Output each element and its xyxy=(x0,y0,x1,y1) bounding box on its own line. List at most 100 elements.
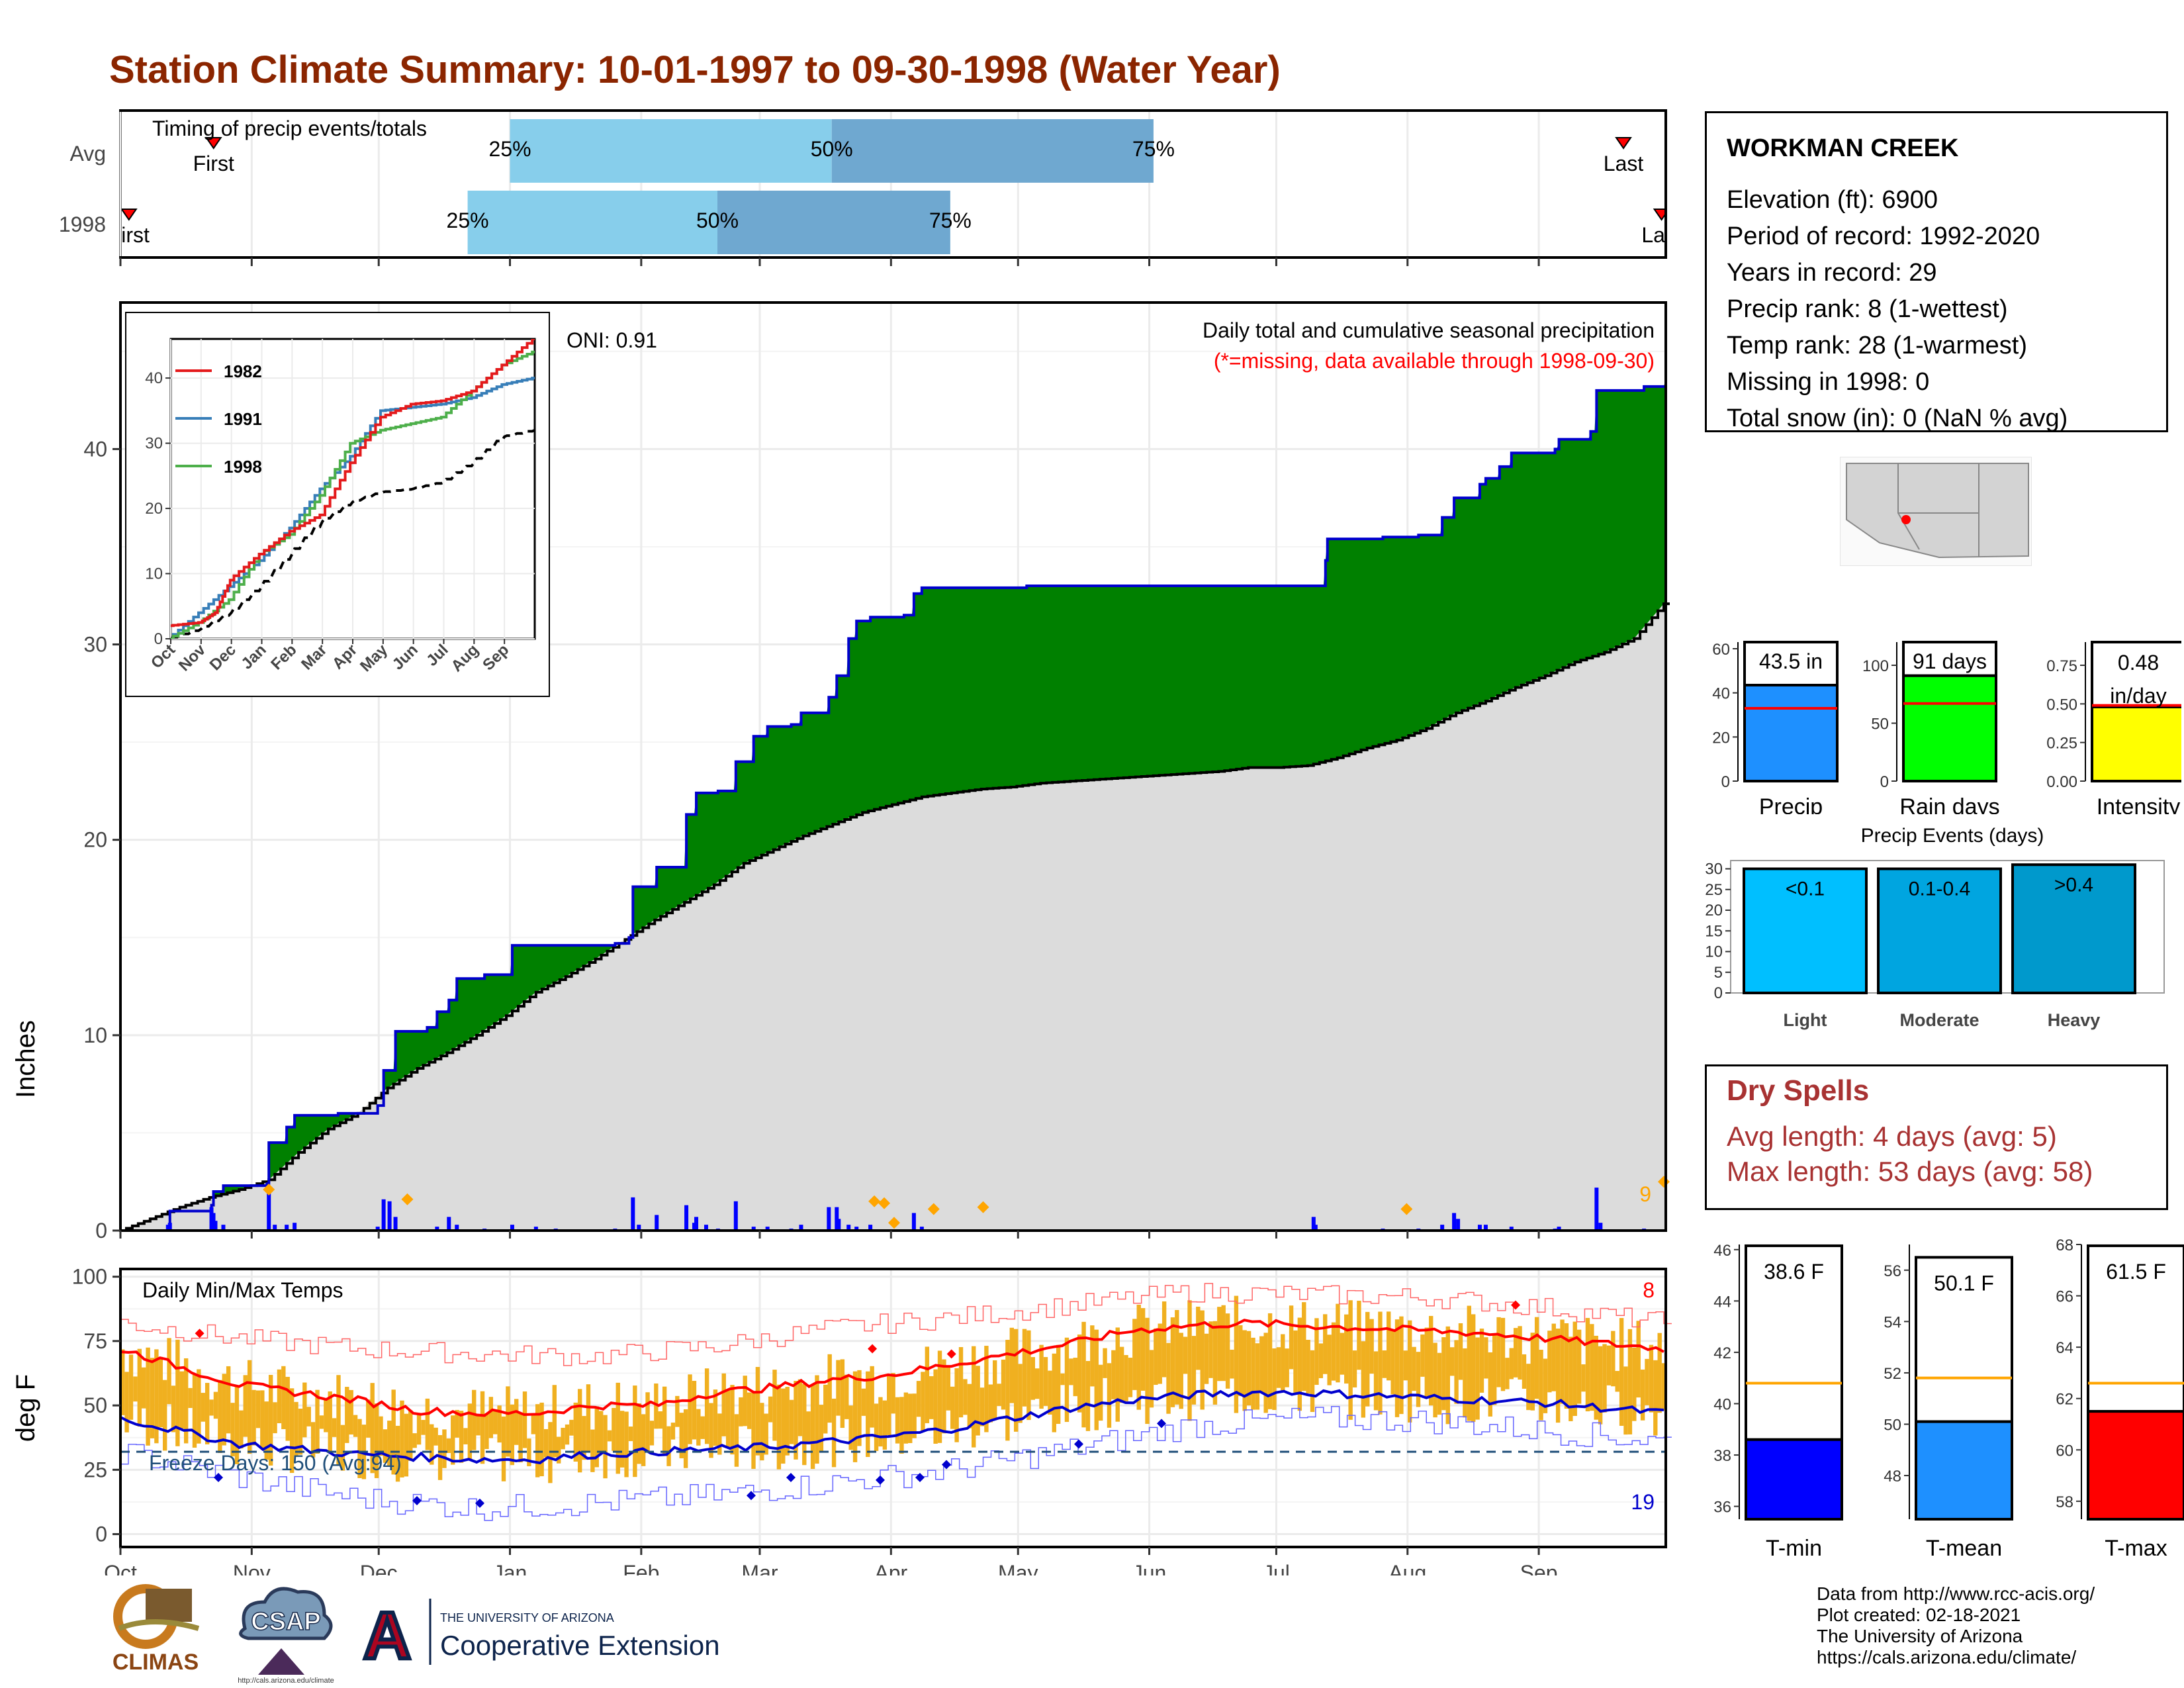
daily-temp-bar xyxy=(836,1360,841,1416)
station-period: Period of record: 1992-2020 xyxy=(1727,222,2040,250)
daily-temp-bar xyxy=(1458,1323,1463,1380)
daily-temp-bar xyxy=(899,1397,904,1454)
daily-temp-bar xyxy=(1373,1351,1379,1411)
summary-value-label: 0.48 xyxy=(2118,651,2159,675)
last-event-label: Last xyxy=(1641,223,1681,247)
daily-temp-bar xyxy=(840,1359,845,1429)
tsum-ytick-label: 36 xyxy=(1713,1499,1731,1517)
precip-note: Daily total and cumulative seasonal prec… xyxy=(1203,318,1655,342)
daily-temp-bar xyxy=(273,1402,277,1434)
daily-temp-bar xyxy=(1484,1337,1488,1379)
timing-chart: 25% 50% 75% First Last 25% 50% 75% First Last Tim… xyxy=(59,109,1681,266)
temp-xtick-label: Apr xyxy=(874,1561,907,1575)
daily-temp-bar xyxy=(332,1418,337,1437)
daily-precip-bar xyxy=(655,1215,659,1231)
daily-temp-bar xyxy=(1267,1313,1273,1409)
daily-temp-bar xyxy=(146,1347,150,1446)
daily-record-marker xyxy=(263,1184,275,1196)
daily-temp-bar xyxy=(1412,1346,1416,1391)
events-category-label: Heavy xyxy=(2048,1010,2101,1030)
daily-temp-bar xyxy=(1238,1325,1243,1396)
daily-temp-bar xyxy=(459,1411,464,1463)
daily-temp-bar xyxy=(586,1384,591,1452)
daily-temp-bar xyxy=(1551,1323,1556,1391)
daily-temp-bar xyxy=(925,1346,930,1423)
daily-precip-bar xyxy=(1594,1188,1599,1231)
daily-temp-bar xyxy=(213,1391,218,1419)
daily-temp-bar xyxy=(1179,1333,1183,1409)
daily-temp-bar xyxy=(137,1348,142,1427)
daily-precip-bar xyxy=(1313,1225,1318,1231)
summary-ytick-label: 20 xyxy=(1712,729,1730,747)
daily-temp-bar xyxy=(1175,1309,1179,1405)
inset-line-1982 xyxy=(171,339,535,628)
temp-xtick-label: Jul xyxy=(1263,1561,1290,1575)
temp-title: Daily Min/Max Temps xyxy=(142,1278,343,1302)
daily-temp-bar xyxy=(522,1391,527,1448)
daily-temp-bar xyxy=(1509,1348,1514,1380)
tsum-bar-label: T-min xyxy=(1766,1536,1822,1561)
daily-temp-bar xyxy=(467,1403,473,1460)
daily-temp-bar xyxy=(781,1388,786,1464)
daily-temp-bar xyxy=(1429,1315,1433,1406)
daily-precip-bar xyxy=(267,1190,271,1231)
freeze-days-label: Freeze Days: 150 (Avg:94) xyxy=(149,1451,402,1475)
daily-temp-bar xyxy=(866,1371,870,1457)
daily-temp-bar xyxy=(1136,1304,1141,1410)
daily-temp-bar xyxy=(353,1415,358,1437)
daily-temp-bar xyxy=(1090,1325,1095,1387)
daily-temp-bar xyxy=(1306,1340,1310,1393)
temp-record-high-count: 8 xyxy=(1643,1278,1655,1302)
daily-temp-bar xyxy=(997,1383,1001,1406)
daily-temp-bar xyxy=(979,1387,985,1427)
daily-temp-bar xyxy=(688,1374,692,1444)
daily-temp-bar xyxy=(1331,1322,1336,1381)
daily-temp-bar xyxy=(1420,1334,1425,1377)
temp-chart: 0 25 50 75 100 Oct Nov Dec Jan Feb Mar Apr May Jun Ju… xyxy=(11,1265,1672,1575)
daily-temp-bar xyxy=(569,1419,574,1436)
daily-temp-bar xyxy=(1500,1317,1506,1391)
tsum-ytick-label: 38 xyxy=(1713,1447,1731,1465)
daily-temp-bar xyxy=(933,1369,938,1444)
daily-temp-bar xyxy=(967,1383,972,1429)
daily-precip-bar xyxy=(213,1221,218,1231)
daily-temp-bar xyxy=(1310,1350,1315,1413)
daily-temp-bar xyxy=(1361,1341,1366,1418)
daily-temp-bar xyxy=(1022,1329,1027,1407)
daily-precip-bar xyxy=(1477,1225,1482,1231)
timing-bar-q1 xyxy=(510,119,832,183)
precip-missing-note: (*=missing, data available through 1998-… xyxy=(1214,349,1655,373)
precip-chart: 0 10 20 30 40 Inches ONI: 0.91 Daily total a… xyxy=(11,301,1670,1243)
daily-temp-bar xyxy=(1454,1340,1459,1404)
daily-precip-bar xyxy=(447,1217,451,1231)
daily-temp-bar xyxy=(1505,1358,1510,1389)
daily-temp-bar xyxy=(1302,1302,1306,1391)
daily-temp-bar xyxy=(929,1376,934,1419)
daily-temp-bar xyxy=(120,1349,125,1415)
daily-record-marker xyxy=(868,1195,881,1207)
daily-precip-bar xyxy=(273,1225,277,1231)
daily-precip-bar xyxy=(167,1223,172,1231)
daily-temp-bar xyxy=(1327,1335,1332,1385)
daily-temp-bar xyxy=(852,1371,858,1462)
daily-temp-bar xyxy=(205,1383,210,1444)
daily-temp-bar xyxy=(1569,1336,1573,1421)
tsum-ytick-label: 66 xyxy=(2056,1288,2073,1306)
daily-temp-bar xyxy=(1564,1323,1569,1409)
record-low-marker xyxy=(1157,1419,1166,1429)
summary-ytick-label: 0.00 xyxy=(2046,773,2077,791)
daily-temp-bar xyxy=(751,1392,756,1469)
summary-bars: 0 20 40 60 43.5 in Precip 0 50 100 91 days Rain da… xyxy=(1712,641,2181,814)
daily-temp-bar xyxy=(543,1429,549,1458)
daily-temp-bar xyxy=(692,1381,697,1440)
daily-temp-bar xyxy=(1348,1300,1353,1420)
daily-temp-bar xyxy=(188,1387,193,1408)
summary-ytick-label: 0 xyxy=(1880,773,1889,791)
daily-temp-bar xyxy=(255,1390,261,1429)
ua-letter: A xyxy=(363,1599,411,1673)
temp-xtick-label: Jun xyxy=(1132,1561,1167,1575)
daily-temp-bar xyxy=(183,1358,189,1444)
daily-temp-bar xyxy=(387,1421,392,1466)
daily-temp-bar xyxy=(1293,1330,1298,1393)
